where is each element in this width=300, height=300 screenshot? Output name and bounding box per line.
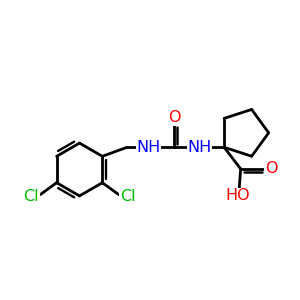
Text: Cl: Cl	[120, 189, 136, 204]
Text: O: O	[168, 110, 180, 125]
Text: O: O	[265, 161, 278, 176]
Text: Cl: Cl	[23, 189, 39, 204]
Text: NH: NH	[136, 140, 161, 155]
Text: HO: HO	[225, 188, 250, 203]
Text: NH: NH	[188, 140, 212, 155]
